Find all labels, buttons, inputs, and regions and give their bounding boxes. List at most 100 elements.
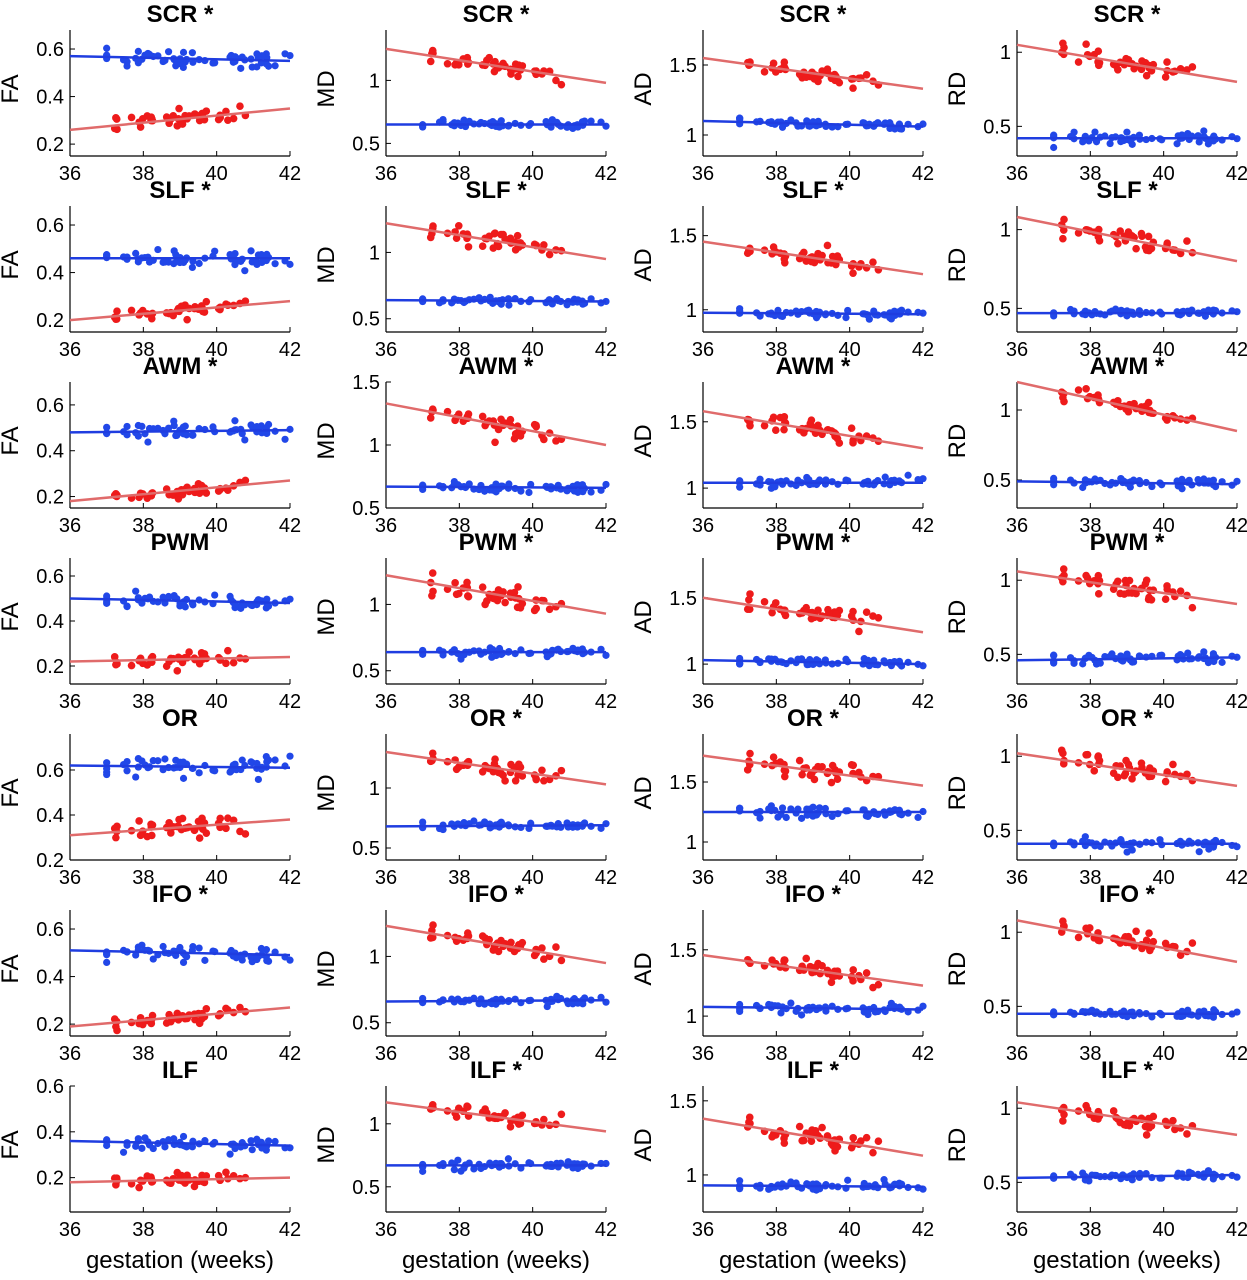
data-point-red <box>1161 73 1170 81</box>
data-point-red <box>798 770 806 779</box>
x-tick-label: 36 <box>59 867 81 889</box>
panel-slf-fa: 36 38 40 42 0.2 0.4 0.6 FA SLF * <box>0 177 301 361</box>
data-point-red <box>491 755 499 763</box>
data-point-blue <box>1205 845 1213 853</box>
panel-title: OR <box>162 705 198 732</box>
x-tick-label: 36 <box>1006 1219 1028 1241</box>
data-point-blue <box>179 758 187 766</box>
x-tick-label: 36 <box>692 1219 714 1241</box>
data-point-red <box>1176 951 1185 960</box>
y-axis-label: FA <box>0 74 24 103</box>
data-point-red <box>780 425 788 434</box>
x-axis-label: gestation (weeks) <box>719 1247 907 1274</box>
data-point-red <box>451 579 459 587</box>
data-point-red <box>540 776 548 785</box>
data-point-red <box>1188 603 1197 612</box>
y-tick-label: 1 <box>369 594 380 616</box>
data-point-red <box>780 58 789 67</box>
fit-line-blue <box>385 485 607 490</box>
data-point-blue <box>880 1176 888 1184</box>
fit-line-red <box>69 818 291 837</box>
y-tick-label: 0.2 <box>36 134 64 156</box>
data-point-red <box>1122 756 1130 765</box>
data-point-red <box>229 114 238 123</box>
y-tick-label: 1.5 <box>669 226 697 248</box>
y-axis-label: FA <box>0 602 24 631</box>
x-tick-label: 36 <box>375 691 397 713</box>
panel-title: AWM * <box>776 353 851 380</box>
data-point-red <box>1059 577 1067 586</box>
y-axis-label: MD <box>313 1126 340 1163</box>
data-point-red <box>538 766 546 775</box>
data-point-red <box>147 1019 156 1028</box>
data-point-red <box>1183 770 1191 779</box>
panel-awm-ad: 36 38 40 42 1 1.5 AD AWM * <box>630 353 934 537</box>
x-tick-label: 38 <box>448 1043 470 1065</box>
x-tick-label: 40 <box>1153 339 1175 361</box>
data-point-blue <box>782 813 790 822</box>
data-point-blue <box>1210 1006 1218 1014</box>
data-point-red <box>1082 924 1090 933</box>
data-point-red <box>833 252 842 260</box>
y-axis-label: MD <box>313 70 340 107</box>
data-point-red <box>515 1120 523 1128</box>
data-point-red <box>828 761 837 770</box>
data-point-blue <box>475 294 483 302</box>
fit-line-blue <box>1016 1173 1238 1180</box>
data-point-red <box>506 1123 515 1131</box>
data-point-red <box>1109 769 1118 777</box>
data-point-blue <box>138 422 146 431</box>
panel-title: SCR * <box>780 1 847 28</box>
y-tick-label: 1 <box>369 242 380 264</box>
x-tick-label: 38 <box>765 339 787 361</box>
panel-title: PWM * <box>776 529 851 556</box>
data-point-red <box>557 1110 566 1119</box>
x-tick-label: 42 <box>912 339 934 361</box>
y-axis-label: AD <box>630 248 657 281</box>
data-point-blue <box>465 480 473 488</box>
x-tick-label: 36 <box>1006 691 1028 713</box>
data-point-blue <box>159 942 167 951</box>
data-point-red <box>236 1003 244 1012</box>
data-point-red <box>136 831 145 840</box>
x-tick-label: 36 <box>692 691 714 713</box>
x-tick-label: 38 <box>1079 691 1101 713</box>
data-point-red <box>478 412 487 421</box>
data-point-blue <box>778 804 787 812</box>
data-point-blue <box>563 487 571 495</box>
data-point-red <box>428 591 436 600</box>
x-tick-label: 38 <box>448 691 470 713</box>
panel-scr-fa: 36 38 40 42 0.2 0.4 0.6 FA SCR * <box>0 1 301 185</box>
data-point-blue <box>159 258 167 266</box>
x-tick-label: 40 <box>206 691 228 713</box>
data-point-red <box>1109 585 1118 593</box>
data-point-blue <box>179 63 187 72</box>
data-point-red <box>802 603 811 612</box>
data-point-red <box>1059 565 1068 573</box>
y-axis-label: MD <box>313 598 340 635</box>
data-point-blue <box>123 767 131 775</box>
data-point-blue <box>1123 128 1131 136</box>
data-point-blue <box>149 955 157 963</box>
fit-line-red <box>702 240 924 276</box>
fit-line-red <box>385 47 607 85</box>
data-point-blue <box>134 258 142 266</box>
y-tick-label: 1 <box>369 778 380 800</box>
fit-line-blue <box>69 54 291 63</box>
data-point-blue <box>271 756 279 764</box>
x-tick-label: 36 <box>59 691 81 713</box>
x-tick-label: 36 <box>375 515 397 537</box>
data-point-red <box>194 480 203 488</box>
data-point-blue <box>919 475 927 483</box>
data-point-blue <box>1158 651 1166 659</box>
data-point-blue <box>149 1144 157 1153</box>
data-point-red <box>768 608 776 617</box>
y-tick-label: 0.2 <box>36 1014 64 1036</box>
data-point-red <box>795 756 804 765</box>
data-point-red <box>745 596 753 604</box>
data-point-blue <box>797 814 806 822</box>
fit-line-blue <box>69 764 291 769</box>
data-point-red <box>1074 58 1083 66</box>
data-point-blue <box>237 257 245 265</box>
data-point-blue <box>809 803 817 811</box>
